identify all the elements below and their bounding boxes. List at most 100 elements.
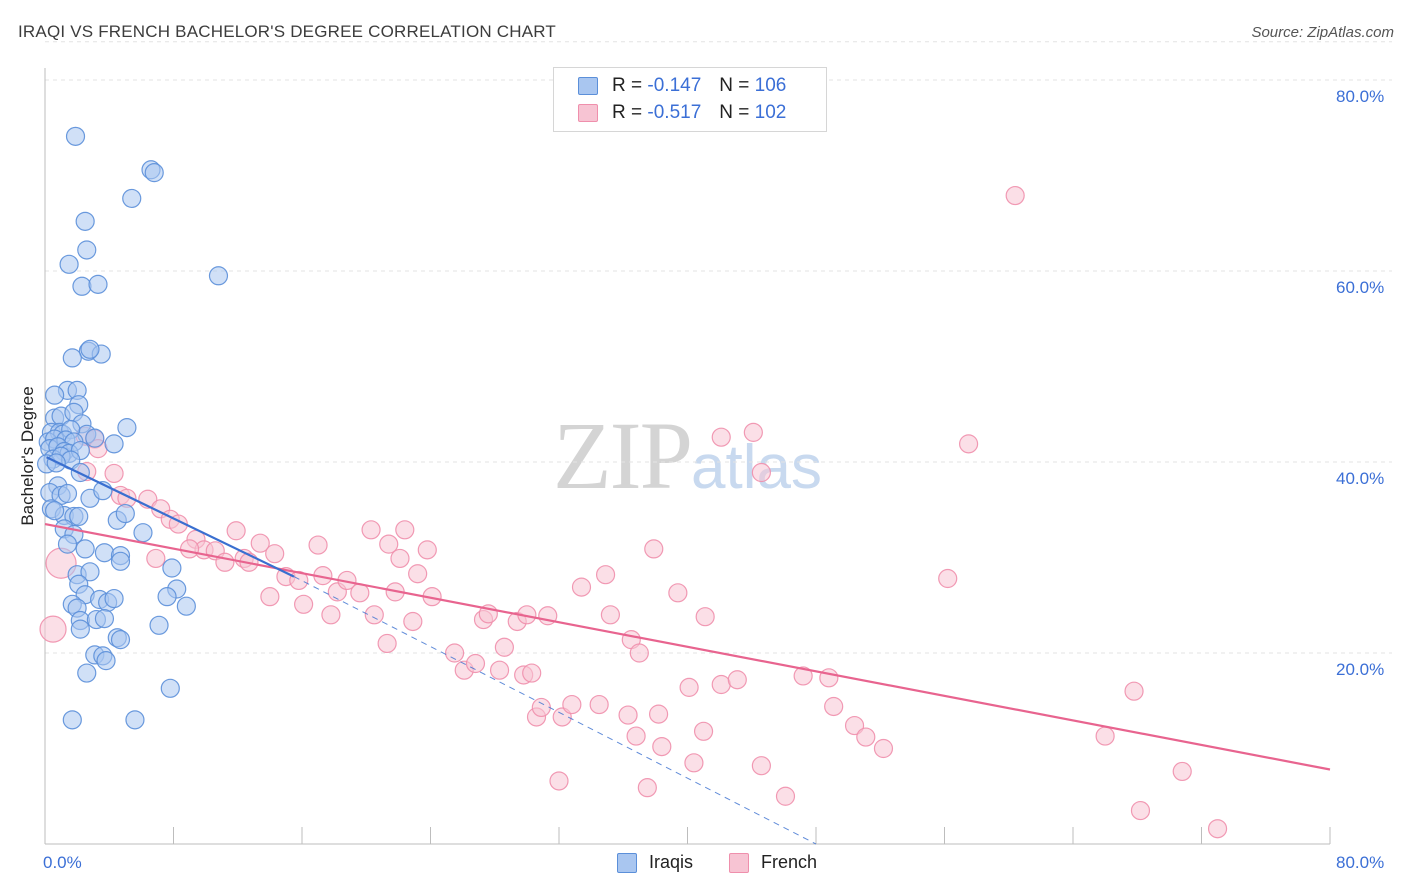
french-point bbox=[648, 704, 669, 724]
iraqis-point bbox=[80, 339, 100, 359]
french-point bbox=[361, 520, 381, 540]
french-point bbox=[408, 564, 428, 584]
stats-row-iraqis: R = -0.147 N = 106 bbox=[578, 74, 786, 98]
iraqis-point bbox=[80, 562, 100, 582]
french-swatch bbox=[578, 104, 598, 122]
y-tick-40: 40.0% bbox=[1336, 469, 1385, 488]
french-point bbox=[522, 663, 542, 683]
y-tick-60: 60.0% bbox=[1336, 278, 1385, 297]
legend-item-french[interactable]: French bbox=[729, 852, 817, 873]
french-point bbox=[695, 607, 715, 627]
french-point bbox=[1207, 819, 1228, 839]
r-value-iraqis: -0.147 bbox=[647, 75, 702, 96]
iraqis-point bbox=[45, 385, 65, 405]
french-point bbox=[589, 694, 609, 715]
iraqis-point bbox=[77, 663, 97, 683]
french-point bbox=[321, 605, 341, 625]
french-point bbox=[1005, 185, 1025, 206]
iraqis-point bbox=[104, 588, 124, 609]
french-points bbox=[39, 185, 1228, 839]
y-axis-label: Bachelor's Degree bbox=[18, 386, 37, 526]
french-point bbox=[379, 534, 399, 554]
french-point bbox=[793, 666, 813, 686]
french-point bbox=[226, 521, 246, 541]
french-point bbox=[679, 677, 699, 697]
iraqis-point bbox=[157, 587, 177, 607]
watermark: ZIPatlas bbox=[553, 400, 822, 511]
french-point bbox=[600, 605, 621, 625]
iraqis-point bbox=[75, 539, 95, 559]
french-point bbox=[856, 727, 876, 747]
french-point bbox=[711, 674, 731, 695]
french-point bbox=[711, 427, 731, 447]
iraqis-point bbox=[72, 276, 92, 296]
iraqis-point bbox=[160, 678, 180, 698]
iraqis-point bbox=[62, 710, 82, 730]
french-point bbox=[146, 548, 166, 569]
french-point bbox=[1124, 681, 1144, 701]
iraqis-point bbox=[162, 558, 182, 578]
watermark-zip: ZIP bbox=[553, 402, 693, 509]
french-point bbox=[668, 583, 688, 603]
iraqis-point bbox=[88, 274, 108, 294]
french-point bbox=[844, 715, 865, 736]
french-point bbox=[104, 463, 124, 484]
iraqis-point bbox=[208, 266, 229, 286]
french-point bbox=[571, 577, 592, 597]
french-point bbox=[743, 422, 763, 442]
legend-label-french: French bbox=[761, 852, 818, 872]
french-point bbox=[364, 605, 384, 625]
iraqis-point bbox=[125, 710, 145, 730]
french-point bbox=[693, 721, 714, 741]
french-point bbox=[727, 670, 747, 690]
trend-lines bbox=[44, 456, 1331, 845]
series-legend: Iraqis French bbox=[0, 852, 1406, 878]
iraqis-point bbox=[45, 501, 65, 521]
chart-title: IRAQI VS FRENCH BACHELOR'S DEGREE CORREL… bbox=[18, 22, 557, 41]
french-point bbox=[294, 594, 314, 614]
french-legend-swatch bbox=[729, 852, 749, 873]
french-point bbox=[684, 753, 704, 773]
iraqis-point bbox=[85, 428, 105, 448]
legend-item-iraqis[interactable]: Iraqis bbox=[617, 852, 693, 873]
french-point bbox=[350, 583, 370, 603]
iraqis-point bbox=[96, 651, 116, 671]
iraqis-point bbox=[122, 188, 142, 209]
r-value-french: -0.517 bbox=[647, 102, 702, 123]
french-point bbox=[377, 633, 397, 654]
french-point bbox=[1172, 761, 1192, 782]
n-label: N = bbox=[719, 75, 750, 96]
chart-source: Source: ZipAtlas.com bbox=[1251, 24, 1394, 41]
french-point bbox=[562, 694, 582, 715]
french-point bbox=[644, 539, 664, 559]
n-value-french: 102 bbox=[754, 102, 787, 123]
french-point bbox=[395, 520, 415, 540]
r-label: R = bbox=[612, 75, 643, 96]
iraqis-point bbox=[117, 418, 137, 438]
iraqis-point bbox=[94, 543, 115, 563]
iraqis-point bbox=[176, 596, 196, 616]
iraqis-point bbox=[144, 163, 164, 183]
r-label: R = bbox=[612, 102, 643, 123]
iraqis-swatch bbox=[578, 77, 598, 95]
french-point bbox=[652, 736, 672, 757]
french-point bbox=[531, 697, 551, 718]
iraqis-point bbox=[149, 615, 169, 635]
iraqis-legend-swatch bbox=[617, 852, 637, 873]
french-point bbox=[751, 462, 771, 483]
iraqis-point bbox=[115, 503, 135, 524]
iraqis-point bbox=[69, 506, 89, 527]
axes bbox=[44, 68, 1331, 845]
french-point bbox=[489, 660, 510, 680]
x-tick-max: 80.0% bbox=[1336, 853, 1385, 872]
french-point bbox=[1095, 726, 1115, 746]
french-point bbox=[308, 535, 328, 555]
french-trend-line bbox=[44, 522, 1331, 771]
french-point bbox=[39, 615, 67, 643]
french-point bbox=[958, 434, 979, 454]
iraqis-trend-line bbox=[46, 456, 295, 578]
iraqis-point bbox=[62, 348, 82, 368]
iraqis-point bbox=[110, 630, 131, 650]
french-point bbox=[549, 771, 569, 791]
